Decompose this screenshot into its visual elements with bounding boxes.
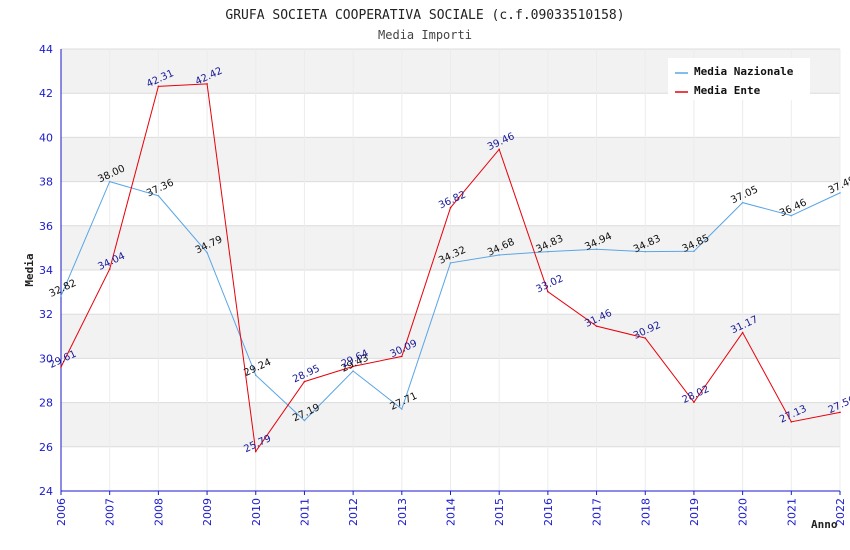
- data-point: [206, 83, 208, 85]
- data-point: [60, 366, 62, 368]
- x-tick-labels: 2006 2007 2008 2009 2010 2011 2012 2013 2014 2015…: [55, 491, 847, 526]
- data-point: [595, 248, 598, 251]
- data-point: [839, 411, 841, 414]
- x-axis-title: Anno: [811, 518, 838, 531]
- y-tick-label: 26: [39, 441, 53, 454]
- x-tick-label: 2013: [396, 498, 409, 526]
- x-tick-label: 2020: [737, 498, 750, 526]
- x-tick-label: 2019: [688, 498, 701, 526]
- data-point: [498, 148, 500, 151]
- data-point: [693, 401, 695, 403]
- data-point: [547, 250, 549, 253]
- x-tick-label: 2017: [591, 498, 604, 526]
- x-tick-label: 2006: [55, 498, 68, 526]
- data-point: [449, 262, 452, 264]
- data-point: [303, 419, 306, 422]
- data-point: [254, 374, 257, 376]
- x-tick-label: 2007: [104, 498, 117, 526]
- chart-subtitle: Media Importi: [378, 28, 472, 42]
- data-point: [693, 250, 695, 253]
- y-tick-label: 24: [39, 485, 53, 498]
- data-point: [401, 355, 403, 358]
- data-point: [206, 251, 208, 254]
- x-tick-label: 2015: [493, 498, 506, 526]
- data-point: [790, 214, 793, 217]
- y-tick-labels: 24 26 28 30 32 34 36 38 40 42 44: [39, 43, 53, 498]
- legend: Media Nazionale Media Ente: [668, 58, 810, 100]
- x-tick-label: 2009: [201, 498, 214, 526]
- legend-label-nazionale: Media Nazionale: [694, 65, 794, 78]
- x-tick-label: 2014: [445, 498, 458, 526]
- data-point: [547, 290, 549, 293]
- y-axis-title: Media: [23, 253, 36, 286]
- data-point: [644, 250, 647, 253]
- data-point: [254, 450, 257, 453]
- data-point: [741, 331, 744, 334]
- data-point: [790, 421, 793, 423]
- legend-box: [668, 58, 810, 100]
- data-point: [741, 201, 744, 204]
- x-tick-label: 2022: [834, 498, 847, 526]
- data-point: [595, 325, 598, 327]
- x-tick-label: 2011: [298, 498, 311, 526]
- data-point: [839, 192, 841, 194]
- x-tick-label: 2021: [785, 498, 798, 526]
- legend-label-ente: Media Ente: [694, 84, 761, 97]
- chart-title: GRUFA SOCIETA COOPERATIVA SOCIALE (c.f.0…: [225, 8, 624, 23]
- y-tick-label: 30: [39, 352, 53, 365]
- data-point: [449, 206, 452, 209]
- x-tick-label: 2016: [542, 498, 555, 526]
- y-tick-label: 36: [39, 220, 53, 233]
- data-point: [60, 295, 62, 297]
- data-point: [108, 180, 111, 183]
- x-tick-label: 2008: [152, 498, 165, 526]
- data-point: [401, 408, 403, 410]
- data-point: [303, 380, 306, 383]
- data-point: [157, 194, 160, 197]
- y-tick-label: 28: [39, 397, 53, 410]
- data-point: [352, 365, 354, 368]
- data-point: [498, 254, 500, 256]
- series-lines: [60, 83, 841, 453]
- x-tick-label: 2010: [250, 498, 263, 526]
- y-tick-label: 42: [39, 87, 53, 100]
- y-tick-label: 40: [39, 131, 53, 144]
- data-point: [352, 370, 354, 372]
- data-point: [157, 85, 160, 88]
- data-point: [644, 337, 647, 339]
- y-tick-label: 38: [39, 176, 53, 189]
- y-tick-label: 34: [39, 264, 53, 277]
- y-tick-label: 32: [39, 308, 53, 321]
- x-tick-label: 2012: [347, 498, 360, 526]
- x-tick-label: 2018: [639, 498, 652, 526]
- data-point: [108, 268, 111, 270]
- y-tick-label: 44: [39, 43, 53, 56]
